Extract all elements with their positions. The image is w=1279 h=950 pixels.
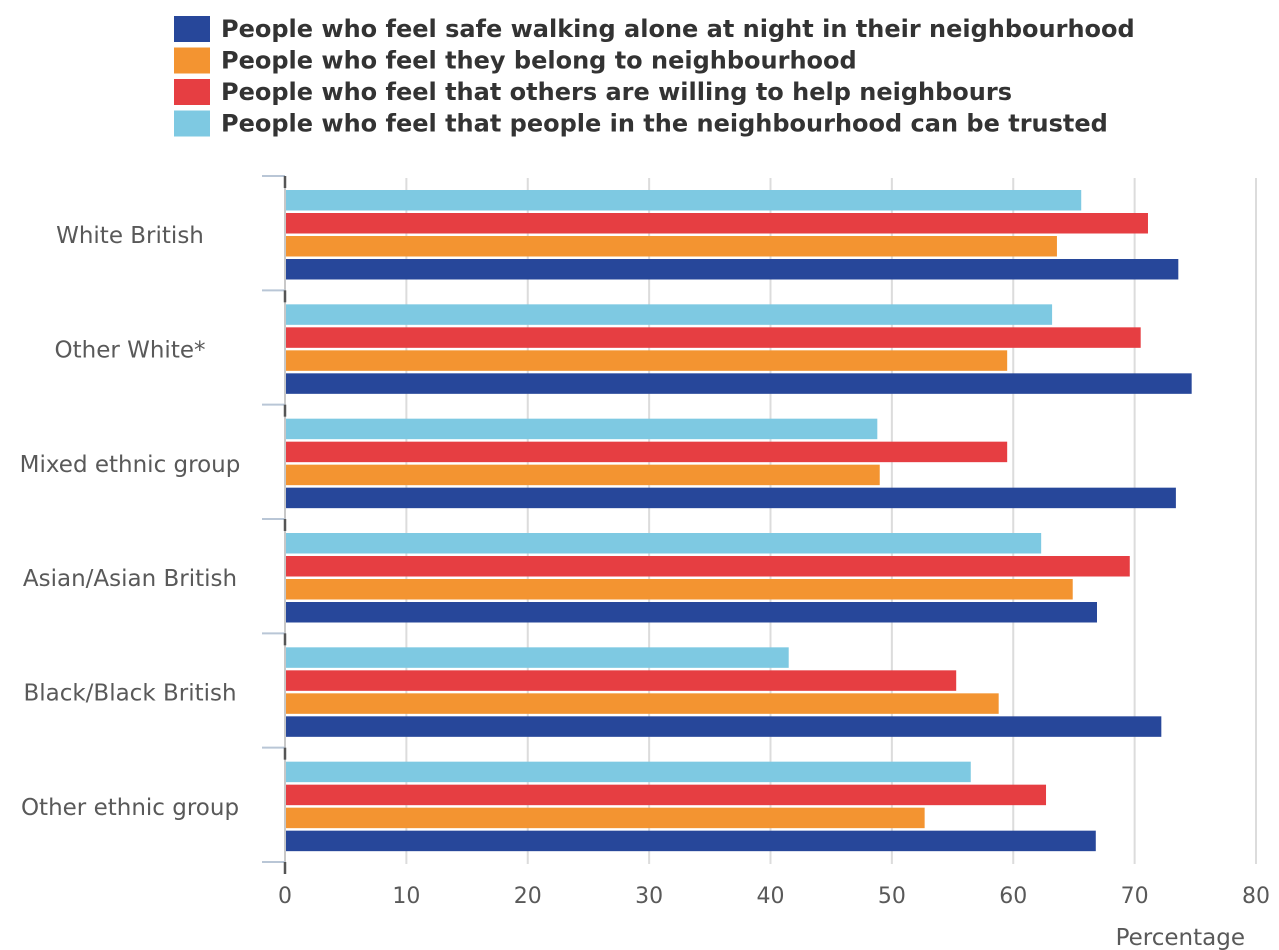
legend-label-2: People who feel they belong to neighbour… bbox=[221, 47, 857, 75]
x-tick-label-20: 20 bbox=[514, 884, 542, 909]
bar-5-series-2 bbox=[285, 693, 999, 714]
bar-1-series-3 bbox=[285, 213, 1148, 234]
category-label-1: White British bbox=[56, 223, 204, 249]
legend-swatch-1 bbox=[174, 16, 210, 42]
bar-5-series-3 bbox=[285, 670, 957, 691]
x-tick-labels: 0 10 20 30 40 50 60 70 80 bbox=[278, 884, 1270, 909]
x-tick-label-10: 10 bbox=[392, 884, 420, 909]
bar-6-series-4 bbox=[285, 761, 971, 783]
bar-3-series-3 bbox=[285, 441, 1008, 463]
bar-1-series-4 bbox=[285, 190, 1082, 211]
bars bbox=[285, 190, 1192, 852]
y-axis bbox=[262, 175, 287, 874]
gridlines bbox=[405, 178, 1257, 864]
bar-3-series-1 bbox=[285, 487, 1176, 509]
bar-4-series-1 bbox=[285, 602, 1097, 623]
category-label-4: Asian/Asian British bbox=[23, 566, 237, 592]
category-label-5: Black/Black British bbox=[23, 681, 236, 707]
category-label-3: Mixed ethnic group bbox=[20, 452, 241, 478]
x-tick-label-80: 80 bbox=[1242, 884, 1270, 909]
x-tick-label-0: 0 bbox=[278, 884, 292, 909]
legend-swatch-2 bbox=[174, 47, 210, 74]
legend: People who feel safe walking alone at ni… bbox=[174, 15, 1135, 138]
bar-5-series-4 bbox=[285, 647, 789, 668]
bar-3-series-4 bbox=[285, 418, 878, 440]
legend-label-4: People who feel that people in the neigh… bbox=[221, 110, 1108, 138]
bar-2-series-4 bbox=[285, 304, 1053, 325]
legend-swatch-3 bbox=[174, 79, 210, 105]
bar-4-series-2 bbox=[285, 579, 1073, 600]
bar-1-series-1 bbox=[285, 259, 1179, 280]
x-axis-title: Percentage bbox=[1116, 925, 1245, 950]
legend-swatch-4 bbox=[174, 110, 210, 137]
bar-1-series-2 bbox=[285, 236, 1057, 257]
x-tick-label-60: 60 bbox=[999, 884, 1027, 909]
bar-2-series-3 bbox=[285, 327, 1141, 348]
x-tick-label-70: 70 bbox=[1121, 884, 1149, 909]
category-label-6: Other ethnic group bbox=[21, 795, 239, 821]
legend-label-3: People who feel that others are willing … bbox=[221, 78, 1012, 106]
bar-4-series-4 bbox=[285, 533, 1042, 554]
category-label-2: Other White* bbox=[55, 338, 206, 364]
bar-4-series-3 bbox=[285, 556, 1130, 577]
bar-6-series-3 bbox=[285, 784, 1047, 806]
x-tick-label-30: 30 bbox=[635, 884, 663, 909]
bar-2-series-1 bbox=[285, 373, 1192, 394]
category-labels: White British Other White* Mixed ethnic gr… bbox=[20, 223, 241, 821]
x-tick-label-50: 50 bbox=[878, 884, 906, 909]
legend-label-1: People who feel safe walking alone at ni… bbox=[221, 15, 1135, 43]
bar-3-series-2 bbox=[285, 464, 880, 486]
bar-6-series-2 bbox=[285, 807, 925, 829]
bar-2-series-2 bbox=[285, 350, 1008, 371]
bar-5-series-1 bbox=[285, 716, 1162, 737]
x-tick-label-40: 40 bbox=[757, 884, 785, 909]
bar-6-series-1 bbox=[285, 830, 1096, 852]
